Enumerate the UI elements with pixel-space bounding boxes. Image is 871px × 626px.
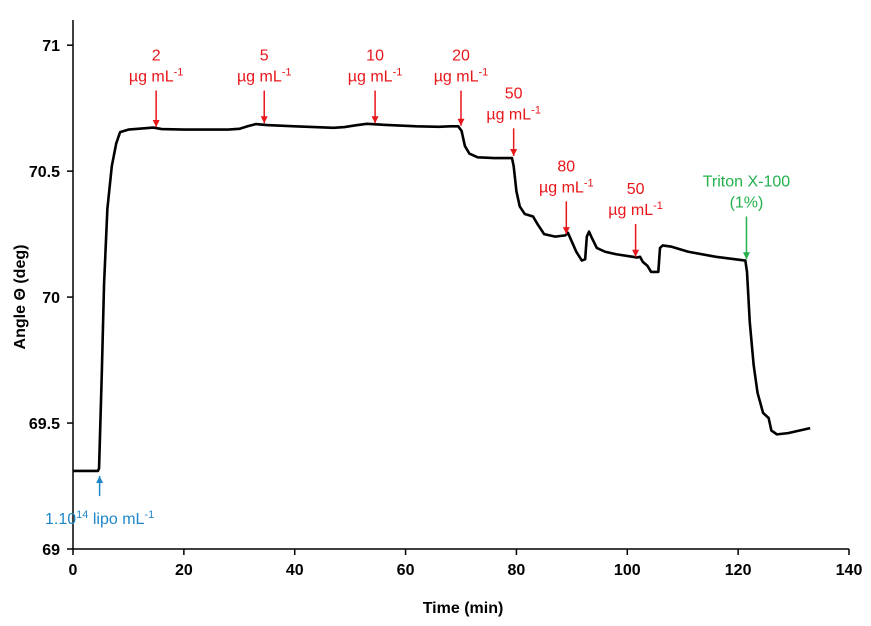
x-tick-label: 140: [836, 562, 863, 579]
y-tick-label: 69: [42, 542, 60, 559]
annotation-label-line1: 20: [452, 48, 470, 65]
annotation: 2 µg mL-1: [129, 48, 184, 128]
annotation-label-line2: µg mL-1: [539, 177, 594, 196]
x-tick-label: 100: [614, 562, 641, 579]
annotation-arrow-head: [632, 249, 640, 257]
annotation-label-line1: Triton X-100: [703, 173, 791, 190]
annotation: 5 µg mL-1: [237, 48, 292, 124]
annotation-label-line1: 50: [627, 181, 645, 198]
annotation-arrow-head: [457, 118, 465, 126]
annotation-arrow-head: [260, 116, 268, 124]
annotation-label-line2: µg mL-1: [434, 67, 489, 86]
y-tick-label: 69.5: [29, 416, 60, 433]
y-tick-label: 70: [42, 290, 60, 307]
annotation: Triton X-100 (1%): [703, 173, 791, 260]
y-ticks: 69 69.5 70 70.5 71: [29, 38, 73, 559]
annotation-label: 1.1014 lipo mL-1: [45, 509, 154, 528]
annotation-label-line2: µg mL-1: [486, 104, 541, 123]
annotation-label-line2: µg mL-1: [348, 67, 403, 86]
annotation-label-line2: µg mL-1: [129, 67, 184, 86]
x-tick-label: 0: [69, 562, 78, 579]
annotation: 1.1014 lipo mL-1: [45, 475, 154, 528]
annotation-label-line2: (1%): [730, 194, 764, 211]
x-tick-label: 20: [175, 562, 193, 579]
annotation: 80 µg mL-1: [539, 158, 594, 235]
x-tick-label: 60: [397, 562, 415, 579]
annotation-arrow-head: [96, 475, 104, 483]
series-layer: [73, 122, 811, 473]
annotation-label-line1: 2: [152, 48, 161, 65]
x-ticks: 0 20 40 60 80 100 120 140: [69, 549, 863, 579]
annotation-label-line2: µg mL-1: [608, 200, 663, 219]
annotation-arrow-head: [510, 149, 518, 157]
annotation-label-line1: 10: [366, 48, 384, 65]
annotation-arrow-head: [742, 252, 750, 260]
annotation-arrow-head: [152, 120, 160, 128]
series-line: [73, 122, 811, 473]
annotation: 20 µg mL-1: [434, 48, 489, 126]
y-axis-title: Angle Θ (deg): [12, 245, 29, 350]
y-tick-label: 70.5: [29, 164, 60, 181]
annotation-label-line1: 5: [260, 48, 269, 65]
x-tick-label: 120: [725, 562, 752, 579]
annotation-label-line2: µg mL-1: [237, 67, 292, 86]
axes: 0 20 40 60 80 100 120 140 69 69.5 70 70.5 71: [29, 20, 863, 579]
x-tick-label: 80: [508, 562, 526, 579]
annotation-arrow-head: [562, 227, 570, 235]
annotation-layer: 1.1014 lipo mL-1 2 µg mL-1 5 µg mL-1 10 µg mL-…: [45, 48, 790, 529]
x-tick-label: 40: [286, 562, 304, 579]
x-axis-title: Time (min): [423, 600, 504, 617]
annotation-arrow-head: [371, 116, 379, 124]
y-tick-label: 71: [42, 38, 60, 55]
annotation: 50 µg mL-1: [486, 85, 541, 157]
annotation-label-line1: 50: [505, 85, 523, 102]
annotation-label-line1: 80: [557, 158, 575, 175]
annotation: 10 µg mL-1: [348, 48, 403, 124]
annotation: 50 µg mL-1: [608, 181, 663, 257]
